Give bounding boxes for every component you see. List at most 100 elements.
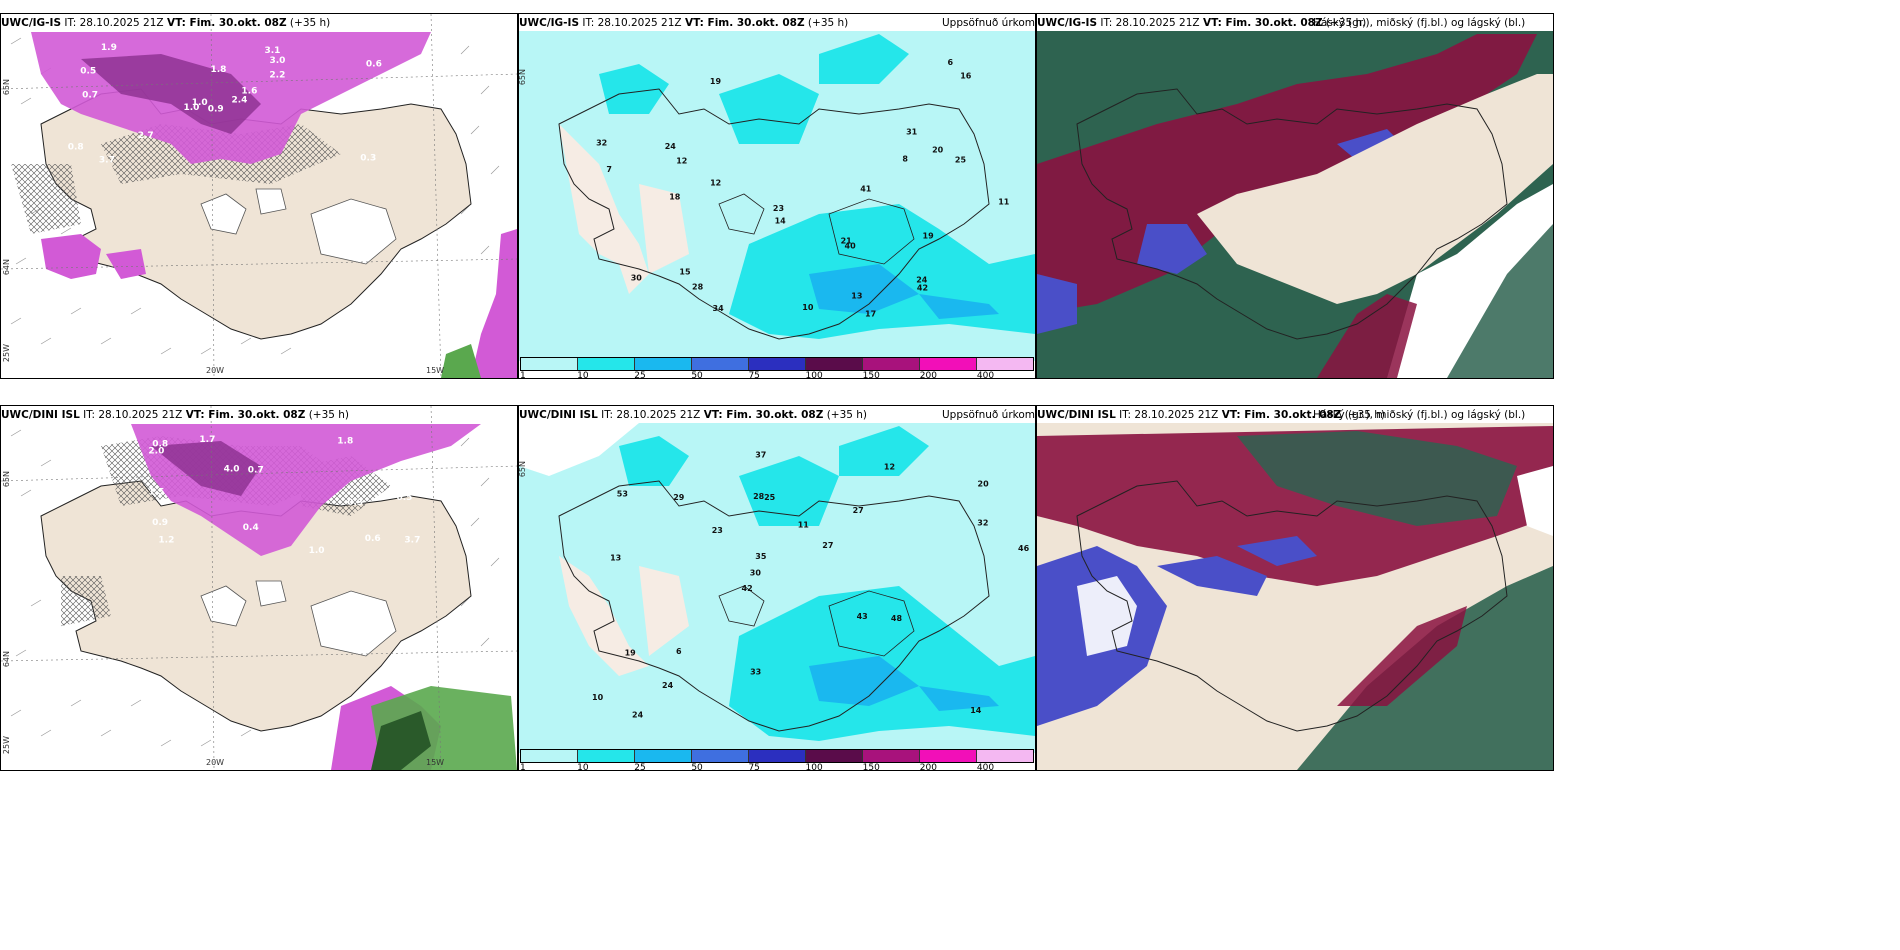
value-label: 19 (923, 232, 935, 241)
cloud-map-bottom (1037, 406, 1553, 770)
precip-map-bottom: 14 13 20 42 27 24 28 11 19 23 10 24 25 27 48 53 37 46 43 32… (519, 406, 1035, 753)
lat-label-65: 65N (2, 79, 11, 96)
value-label: 0.5 (397, 493, 413, 503)
colorbar-swatch (692, 358, 749, 370)
value-label: 24 (665, 142, 677, 151)
iceland-coastline (1076, 88, 1508, 340)
value-label: 19 (625, 649, 637, 658)
value-label: 20 (978, 479, 990, 488)
value-label: 12 (676, 157, 687, 166)
value-label: 2.7 (138, 131, 154, 141)
value-label: 20 (932, 145, 944, 154)
value-label: 28 (692, 283, 704, 292)
glaciers (200, 188, 397, 265)
value-label: 14 (775, 216, 787, 225)
value-label: 21 (841, 237, 853, 246)
colorbar-tick-label: 1 (520, 763, 526, 771)
value-label: 41 (860, 184, 872, 193)
lead-time: (+35 h) (807, 17, 849, 29)
panel-top-right-cloud-map (1036, 13, 1554, 379)
lead-time: (+35 h) (1344, 409, 1386, 421)
header-top-mid: UWC/IG-IS IT: 28.10.2025 21Z VT: Fim. 30… (519, 17, 848, 29)
colorbar-tick-label: 50 (691, 763, 703, 771)
value-label: 25 (955, 155, 967, 164)
iceland-coastline (558, 480, 990, 732)
value-label: 0.3 (360, 153, 376, 163)
colorbar-tick-label: 400 (976, 371, 995, 379)
value-label: 2.2 (269, 71, 285, 81)
value-label: 7 (606, 165, 612, 174)
cloud-map-top (1037, 14, 1553, 378)
lat-label-65-mid: 65N (518, 461, 527, 478)
value-label: 0.6 (366, 60, 382, 70)
value-label: 25 (764, 493, 776, 502)
colorbar-tick-label: 10 (577, 763, 589, 771)
header-bottom-mid: UWC/DINI ISL IT: 28.10.2025 21Z VT: Fim.… (519, 409, 867, 421)
colorbar-tick-label: 75 (748, 763, 760, 771)
lead-time: (+35 h) (308, 409, 350, 421)
colorbar-swatch (521, 750, 578, 762)
value-label: 23 (773, 204, 784, 213)
lon-label-20w: 20W (206, 758, 225, 767)
value-label: 19 (710, 77, 722, 86)
valid-time: VT: Fim. 30.okt. 08Z (166, 17, 287, 29)
model-name: UWC/IG-IS (1, 17, 62, 29)
valid-time: VT: Fim. 30.okt. 08Z (703, 409, 824, 421)
value-label: 1.0 (192, 98, 208, 108)
init-time: IT: 28.10.2025 21Z (83, 409, 183, 421)
panel-top-mid-precip-map: 17 19 15 24 20 13 11 12 14 28 30 32 23 21 8 6 7 16 19 25 24 4… (518, 13, 1036, 379)
model-name: UWC/DINI ISL (1037, 409, 1116, 421)
precip-colorbar-top (520, 357, 1034, 371)
value-label: 3.7 (404, 535, 420, 545)
lead-time: (+35 h) (289, 17, 331, 29)
wind-barbs (10, 429, 500, 747)
valid-time: VT: Fim. 30.okt. 08Z (684, 17, 805, 29)
value-label: 24 (916, 276, 928, 285)
panel-top-left-snow-map: 0.9 0.5 1.0 0.8 1.6 2.7 3.1 1.8 3.0 2.4 1.9 0.3 0.7 0… (0, 13, 518, 379)
value-label: 30 (750, 568, 762, 577)
model-name: UWC/IG-IS (1037, 17, 1098, 29)
model-name: UWC/DINI ISL (519, 409, 598, 421)
value-label: 6 (676, 647, 682, 656)
value-label: 11 (798, 520, 810, 529)
value-label: 10 (802, 303, 814, 312)
value-label: 2.0 (148, 447, 164, 457)
lon-label-15w: 15W (426, 758, 445, 767)
colorbar-swatch (692, 750, 749, 762)
title-clouds-bottom: Háský (gr.), miðský (fj.bl.) og lágský (… (1313, 409, 1526, 421)
lon-label-20w: 20W (206, 366, 225, 375)
precip-north (599, 34, 909, 144)
value-label: 1.2 (158, 535, 174, 545)
colorbar-swatch (863, 358, 920, 370)
value-label: 3.7 (99, 155, 115, 165)
value-label: 27 (822, 541, 833, 550)
colorbar-swatch (863, 750, 920, 762)
colorbar-swatch (749, 358, 806, 370)
value-label: 18 (669, 193, 681, 202)
value-label: 12 (710, 178, 721, 187)
value-label: 0.3 (347, 498, 363, 508)
value-label: 0.8 (68, 143, 84, 153)
header-bottom-left: UWC/DINI ISL IT: 28.10.2025 21Z VT: Fim.… (1, 409, 349, 421)
snow-wind-map-top: 0.9 0.5 1.0 0.8 1.6 2.7 3.1 1.8 3.0 2.4 1.9 0.3 0.7 0… (1, 14, 517, 378)
lat-label-65-mid: 65N (518, 69, 527, 86)
colorbar-tick-label: 400 (976, 763, 995, 771)
valid-time: VT: Fim. 30.okt. 08Z (1202, 17, 1323, 29)
land-dry-area (559, 124, 689, 294)
value-label: 6 (948, 58, 954, 67)
colorbar-swatch (920, 358, 977, 370)
lon-label-15w: 15W (426, 366, 445, 375)
value-label: 42 (917, 284, 928, 293)
colorbar-tick-label: 10 (577, 371, 589, 379)
land-clear-area (1197, 74, 1553, 304)
colorbar-swatch (635, 750, 692, 762)
colorbar-tick-label: 25 (634, 371, 646, 379)
value-label: 27 (853, 506, 864, 515)
value-label: 4.0 (224, 465, 240, 475)
colorbar-tick-label: 75 (748, 371, 760, 379)
init-time: IT: 28.10.2025 21Z (1100, 17, 1200, 29)
value-label: 46 (1018, 544, 1030, 553)
value-label: 28 (753, 492, 765, 501)
valid-time: VT: Fim. 30.okt. 08Z (1221, 409, 1342, 421)
